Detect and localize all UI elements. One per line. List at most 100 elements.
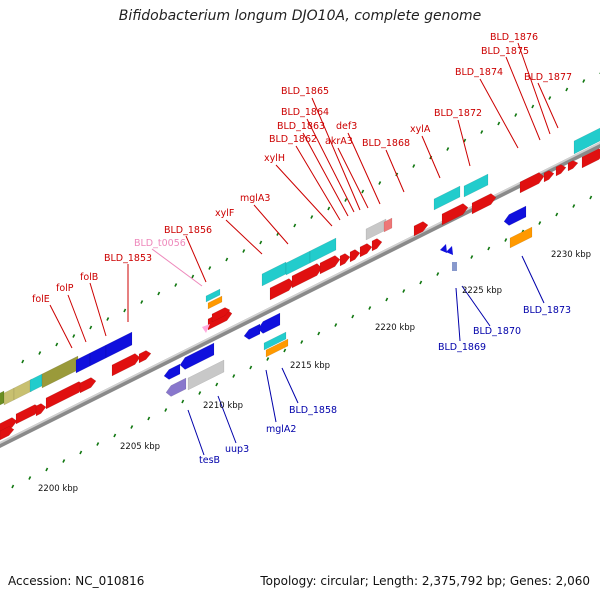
leader-mglA3 (253, 204, 289, 245)
scale-label-2215: 2215 kbp (290, 361, 330, 371)
forward-tick-mark (412, 164, 416, 168)
forward-tick-mark (463, 138, 467, 143)
gene-label-xylF: xylF (215, 208, 234, 219)
gene-label-BLD_1875: BLD_1875 (481, 46, 529, 57)
leader-uup3 (217, 395, 237, 444)
cds-forward (543, 170, 555, 183)
cds-forward (269, 278, 295, 301)
feature-band (365, 218, 387, 241)
leader-folP (67, 294, 87, 343)
reverse-tick-mark (11, 484, 15, 489)
gene-label-BLD_1863: BLD_1863 (277, 121, 325, 132)
cds-reverse (163, 363, 181, 380)
gene-label-def3: def3 (336, 121, 357, 132)
forward-tick-mark (140, 300, 144, 304)
forward-tick-mark (123, 308, 127, 313)
gene-label-folE: folE (32, 294, 50, 305)
gene-label-BLD_1864: BLD_1864 (281, 107, 329, 118)
reverse-tick-mark (334, 323, 338, 327)
leader-BLD_1865 (311, 97, 361, 211)
feature-band (187, 359, 225, 391)
scale-label-2200: 2200 kbp (38, 484, 78, 494)
leader-BLD_1862 (295, 145, 341, 221)
reverse-tick-mark (351, 314, 355, 319)
reverse-tick-mark (45, 467, 49, 472)
reverse-tick-mark (62, 459, 66, 463)
feature-band (41, 355, 79, 389)
reverse-tick-mark (181, 399, 185, 404)
forward-tick-mark (225, 257, 229, 262)
reverse-tick-mark (555, 212, 559, 217)
forward-tick-mark (106, 317, 110, 321)
feature-small (205, 288, 221, 303)
gene-label-BLD_1870: BLD_1870 (473, 326, 521, 337)
cds-forward (441, 203, 469, 226)
trna-feature (202, 324, 210, 333)
feature-small (509, 226, 533, 249)
feature-band (383, 217, 393, 233)
scale-label-2230: 2230 kbp (551, 250, 591, 260)
cds-reverse (452, 262, 457, 271)
tick-marks (11, 72, 600, 489)
forward-tick-mark (293, 223, 297, 228)
forward-tick-mark (157, 291, 161, 296)
forward-tick-mark (242, 249, 246, 253)
cds-forward (207, 309, 233, 331)
cds-reverse (257, 312, 281, 334)
forward-tick-mark (310, 215, 314, 219)
leader-BLD_1875 (505, 56, 541, 141)
feature-band (573, 127, 600, 155)
forward-tick-mark (480, 130, 484, 134)
gene-label-BLD_t0056: BLD_t0056 (134, 238, 186, 249)
leader-BLD_1873 (521, 255, 545, 304)
cds-reverse (440, 244, 447, 253)
leader-BLD_1870 (461, 285, 491, 327)
cds-forward (567, 160, 579, 172)
gene-label-BLD_1858: BLD_1858 (289, 405, 337, 416)
leader-BLD_1876 (517, 42, 551, 135)
reverse-tick-mark (28, 476, 32, 480)
cds-forward (519, 172, 545, 194)
forward-tick-mark (446, 147, 450, 151)
reverse-tick-mark (317, 331, 321, 336)
reverse-tick-mark (147, 416, 151, 421)
forward-tick-mark (378, 181, 382, 185)
feature-band (13, 378, 33, 401)
reverse-tick-mark (385, 297, 389, 302)
forward-tick-mark (582, 79, 586, 83)
reverse-tick-mark (538, 221, 542, 225)
cds-forward (211, 307, 231, 323)
cds-reverse (503, 205, 527, 226)
forward-tick-mark (21, 359, 25, 364)
forward-tick-mark (191, 274, 195, 279)
leader-BLD_1877 (537, 82, 559, 129)
gene-label-BLD_1874: BLD_1874 (455, 67, 503, 78)
label-leader-lines (49, 42, 559, 456)
leader-mglA2 (265, 369, 277, 423)
gene-label-akrA3: akrA3 (325, 136, 353, 147)
reverse-tick-mark (266, 357, 270, 361)
cds-forward (79, 377, 97, 394)
reverse-tick-mark (436, 272, 440, 276)
leader-BLD_1856 (185, 235, 207, 283)
gene-label-BLD_1868: BLD_1868 (362, 138, 410, 149)
reverse-tick-mark (232, 374, 236, 378)
cds-reverse (165, 377, 187, 397)
scale-label-2205: 2205 kbp (120, 442, 160, 452)
accession-text: Accession: NC_010816 (8, 574, 145, 588)
gene-label-xylA: xylA (410, 124, 431, 135)
gene-label-BLD_1873: BLD_1873 (523, 305, 571, 316)
reverse-tick-mark (300, 340, 304, 344)
forward-tick-mark (531, 104, 535, 109)
cds-forward (471, 193, 497, 215)
feature-small (263, 331, 287, 351)
forward-tick-mark (259, 240, 263, 245)
leader-folE (49, 304, 73, 349)
cds-forward (359, 243, 373, 258)
reverse-tick-mark (504, 238, 508, 242)
cds-reverse (179, 342, 215, 370)
reverse-tick-mark (215, 382, 219, 387)
forward-tick-mark (174, 283, 178, 287)
reverse-tick-mark (419, 280, 423, 285)
scale-label-2210: 2210 kbp (203, 401, 243, 411)
